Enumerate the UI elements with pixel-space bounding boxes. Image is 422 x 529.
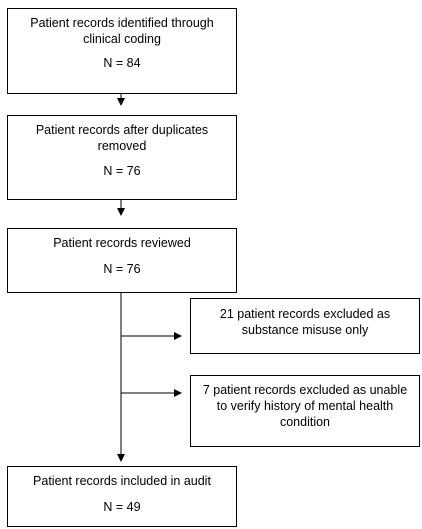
reviewed-count: N = 76 bbox=[103, 262, 141, 276]
excluded-substance-text: 21 patient records excluded as substance… bbox=[219, 307, 391, 337]
deduplicated-count: N = 76 bbox=[103, 164, 141, 178]
box-excluded-unverified: 7 patient records excluded as unable to … bbox=[190, 375, 420, 447]
deduplicated-text: Patient records after duplicates removed bbox=[35, 123, 209, 153]
box-excluded-substance: 21 patient records excluded as substance… bbox=[190, 298, 420, 354]
box-identified: Patient records identified through clini… bbox=[7, 8, 237, 94]
included-text: Patient records included in audit bbox=[33, 474, 211, 488]
included-count: N = 49 bbox=[103, 500, 141, 514]
excluded-unverified-text: 7 patient records excluded as unable to … bbox=[202, 383, 408, 429]
reviewed-text: Patient records reviewed bbox=[53, 236, 191, 250]
box-included: Patient records included in audit N = 49 bbox=[7, 466, 237, 527]
box-deduplicated: Patient records after duplicates removed… bbox=[7, 115, 237, 200]
identified-count: N = 84 bbox=[103, 56, 141, 70]
identified-text: Patient records identified through clini… bbox=[30, 16, 214, 46]
box-reviewed: Patient records reviewed N = 76 bbox=[7, 228, 237, 293]
